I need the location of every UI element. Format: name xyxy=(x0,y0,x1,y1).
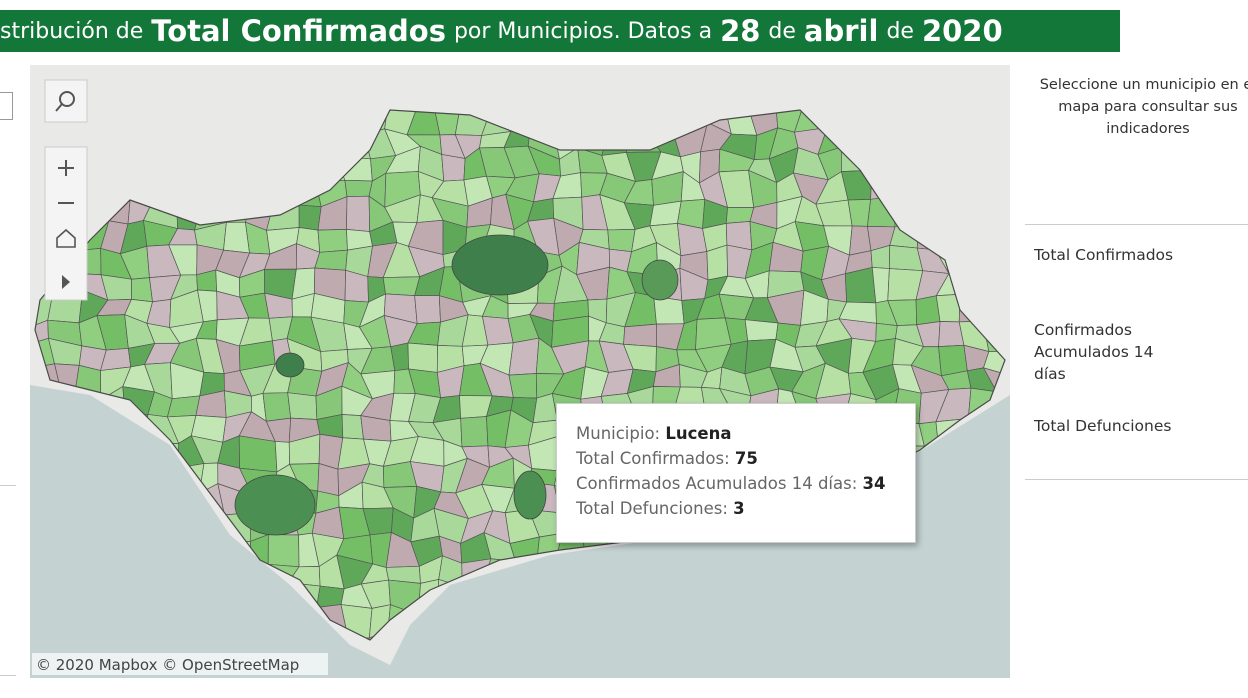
municipality[interactable] xyxy=(844,266,877,304)
map[interactable]: © 2020 Mapbox © OpenStreetMap xyxy=(30,65,1010,678)
municipality[interactable] xyxy=(131,277,153,303)
panel-divider xyxy=(1025,224,1248,225)
municipality[interactable] xyxy=(607,229,636,253)
search-button[interactable] xyxy=(44,79,88,123)
tooltip-row: Municipio: Lucena xyxy=(576,424,915,449)
tooltip: Municipio: Lucena Total Confirmados: 75 Co… xyxy=(556,403,916,543)
municipality[interactable] xyxy=(649,200,682,227)
municipality[interactable] xyxy=(460,416,489,448)
tooltip-row: Total Defunciones: 3 xyxy=(576,499,915,524)
indicator-label: Total Confirmados xyxy=(1034,246,1174,264)
municipality[interactable] xyxy=(623,323,657,347)
tooltip-row: Total Confirmados: 75 xyxy=(576,449,915,474)
tooltip-label: Municipio: xyxy=(576,424,661,443)
municipality[interactable] xyxy=(938,344,968,377)
title-part: Total Confirmados xyxy=(151,14,446,48)
municipality[interactable] xyxy=(287,392,318,420)
municipality[interactable] xyxy=(407,342,438,373)
indicator-label: Total Defunciones xyxy=(1034,417,1172,435)
municipality[interactable] xyxy=(223,221,250,254)
municipality[interactable] xyxy=(346,195,371,232)
tooltip-label: Confirmados Acumulados 14 días: xyxy=(576,474,858,493)
tooltip-label: Total Defunciones: xyxy=(576,499,728,518)
municipality[interactable] xyxy=(382,276,421,297)
zoom-icons xyxy=(58,160,74,204)
tooltip-value: 75 xyxy=(734,449,758,468)
municipality[interactable] xyxy=(166,395,201,418)
title-part: abril xyxy=(803,14,879,48)
municipality[interactable] xyxy=(275,352,305,378)
municipality[interactable] xyxy=(744,319,779,342)
municipality[interactable] xyxy=(641,259,679,301)
tooltip-value: 3 xyxy=(733,499,745,518)
title-part: de xyxy=(768,18,796,44)
municipality[interactable] xyxy=(238,435,278,473)
municipality[interactable] xyxy=(915,295,941,326)
left-filter-box[interactable] xyxy=(0,92,13,120)
municipality[interactable] xyxy=(513,470,547,520)
panel-divider xyxy=(1025,479,1248,480)
municipality[interactable] xyxy=(298,204,322,231)
title-part: 2020 xyxy=(921,14,1003,48)
municipality[interactable] xyxy=(234,474,316,536)
home-icon[interactable] xyxy=(56,228,76,248)
left-divider xyxy=(0,675,16,676)
municipality[interactable] xyxy=(414,295,441,324)
municipality[interactable] xyxy=(508,337,540,376)
municipality[interactable] xyxy=(317,463,340,497)
municipality[interactable] xyxy=(262,392,292,422)
municipality[interactable] xyxy=(508,373,538,399)
search-icon xyxy=(59,91,75,107)
municipality[interactable] xyxy=(314,249,348,271)
indicator-label: Confirmados Acumulados 14 días xyxy=(1034,321,1154,383)
map-controls xyxy=(44,79,88,301)
attribution-bg xyxy=(32,653,328,675)
search-icon xyxy=(55,103,63,112)
municipality[interactable] xyxy=(653,295,685,325)
title-part: de xyxy=(886,18,914,44)
attribution: © 2020 Mapbox © OpenStreetMap xyxy=(36,656,299,674)
tooltip-label: Total Confirmados: xyxy=(576,449,730,468)
municipality[interactable] xyxy=(317,229,348,253)
municipality[interactable] xyxy=(847,199,872,227)
tooltip-row: Confirmados Acumulados 14 días: 34 xyxy=(576,474,915,499)
left-divider xyxy=(0,485,16,486)
title-part: por Municipios. Datos a xyxy=(453,18,713,44)
sea xyxy=(30,385,1010,678)
municipality[interactable] xyxy=(344,179,373,198)
municipality[interactable] xyxy=(341,414,364,440)
expand-icon[interactable] xyxy=(62,275,70,289)
municipality[interactable] xyxy=(983,351,1010,376)
instruction: Seleccione un municipio en el mapa para … xyxy=(1039,77,1248,137)
municipality[interactable] xyxy=(267,534,300,568)
tooltip-value: Lucena xyxy=(665,424,732,443)
title-part: 28 xyxy=(720,14,761,48)
municipality[interactable] xyxy=(451,234,549,296)
header: stribución de Total Confirmados por Munici… xyxy=(0,10,1120,52)
title-part: stribución de xyxy=(0,18,144,44)
municipality[interactable] xyxy=(441,153,466,182)
municipality[interactable] xyxy=(316,585,345,608)
tooltip-value: 34 xyxy=(862,474,886,493)
municipality[interactable] xyxy=(706,244,729,281)
